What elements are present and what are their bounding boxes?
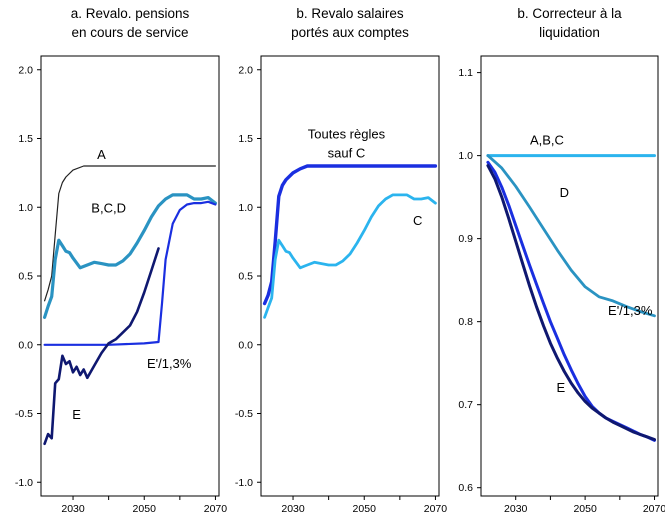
y-tick-label: 1.0	[458, 150, 473, 162]
series-line-toutes-r-gles-sauf-c	[262, 164, 438, 306]
y-tick-label: 1.5	[238, 133, 253, 145]
x-tick-label: 2050	[353, 503, 377, 515]
series-line-e-1-3	[43, 200, 217, 346]
panel-3: b. Correcteur à la liquidation 0.6 0.7 0.8 0.…	[458, 6, 665, 515]
series-annotation: Toutes règles	[308, 126, 386, 141]
y-tick-label: 0.5	[18, 271, 33, 283]
x-tick-label: 2030	[281, 503, 305, 515]
series-annotation: A	[97, 147, 106, 162]
y-tick-label: 0.7	[458, 399, 473, 411]
x-tick-label: 2030	[61, 503, 85, 515]
y-tick-label: 0.6	[458, 482, 473, 494]
series-annotation: C	[413, 213, 422, 228]
panel-1: a. Revalo. pensions en cours de service -1…	[15, 6, 227, 515]
y-tick-label: -0.5	[15, 408, 33, 420]
plot-frame	[40, 55, 220, 497]
panel-2: b. Revalo salaires portés aux comptes -1.0…	[235, 6, 447, 515]
x-tick-label: 2030	[504, 503, 528, 515]
y-tick-label: -1.0	[235, 477, 253, 489]
x-tick-label: 2070	[424, 503, 448, 515]
y-tick-label: 1.5	[18, 133, 33, 145]
panel-title-line: liquidation	[539, 25, 600, 40]
y-tick-label: 0.0	[238, 339, 253, 351]
series-annotation: B,C,D	[91, 201, 126, 216]
series-line-d	[486, 154, 656, 318]
series-annotation: D	[560, 185, 569, 200]
x-tick-label: 2070	[643, 503, 665, 515]
series-line-e-1-3	[486, 160, 656, 442]
plot-frame	[260, 55, 440, 497]
series-line-c	[263, 193, 437, 319]
y-tick-label: 0.0	[18, 339, 33, 351]
panel-title-line: b. Correcteur à la	[517, 6, 622, 21]
x-tick-label: 2050	[133, 503, 157, 515]
x-tick-label: 2050	[573, 503, 597, 515]
y-tick-label: 2.0	[238, 64, 253, 76]
y-tick-label: 2.0	[18, 64, 33, 76]
y-tick-label: 1.1	[458, 67, 473, 79]
series-annotation: E'/1,3%	[147, 356, 192, 371]
panel-title-line: b. Revalo salaires	[296, 6, 404, 21]
panel-title-line: a. Revalo. pensions	[71, 6, 190, 21]
y-tick-label: -1.0	[15, 477, 33, 489]
y-tick-label: 1.0	[238, 202, 253, 214]
series-line-a	[43, 165, 216, 302]
series-annotation: E	[72, 407, 81, 422]
series-annotation: A,B,C	[530, 133, 564, 148]
y-tick-label: -0.5	[235, 408, 253, 420]
y-tick-label: 0.9	[458, 233, 473, 245]
series-line-b-c-d	[42, 193, 217, 319]
series-line-e	[43, 247, 160, 446]
x-tick-label: 2070	[204, 503, 228, 515]
series-line-e	[486, 164, 656, 441]
series-annotation: E'/1,3%	[608, 303, 653, 318]
series-annotation: E	[556, 380, 565, 395]
panel-title-line: en cours de service	[71, 25, 188, 40]
y-tick-label: 0.8	[458, 316, 473, 328]
panel-title-line: portés aux comptes	[291, 25, 409, 40]
y-tick-label: 0.5	[238, 271, 253, 283]
series-annotation: sauf C	[328, 146, 366, 161]
y-tick-label: 1.0	[18, 202, 33, 214]
plot-frame	[480, 55, 659, 497]
